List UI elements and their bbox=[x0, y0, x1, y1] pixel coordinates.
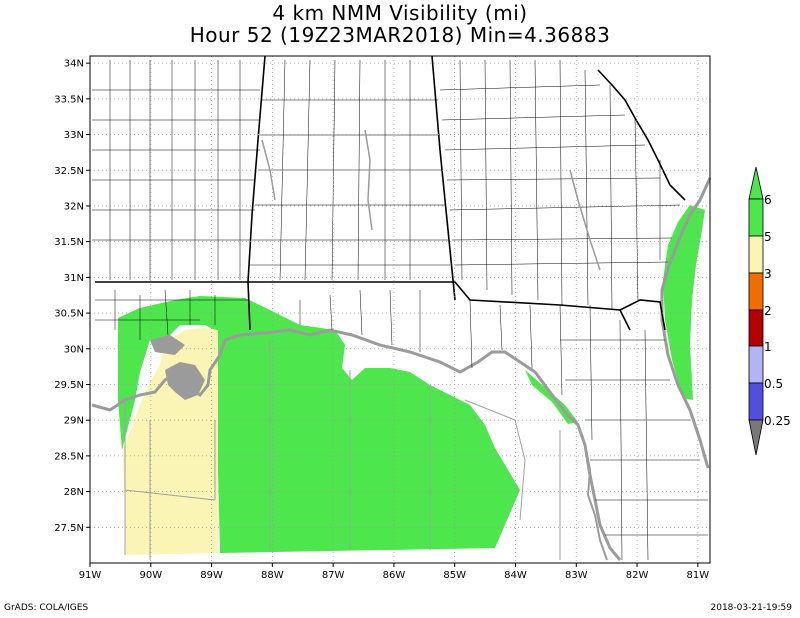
lon-tick-label: 91W bbox=[79, 570, 102, 581]
colorbar-cap-bottom bbox=[748, 419, 764, 456]
lat-tick-label: 33N bbox=[64, 130, 84, 141]
lat-tick-label: 32N bbox=[64, 201, 84, 212]
lon-tick-label: 86W bbox=[383, 570, 406, 581]
colorbar-label-3: 3 bbox=[764, 267, 772, 281]
lon-tick-label: 81W bbox=[687, 570, 710, 581]
lake-pontchartrain bbox=[150, 335, 185, 355]
colorbar-segment-025-05 bbox=[748, 382, 764, 421]
colorbar-segment-1-2 bbox=[748, 309, 764, 347]
florida-west-coast bbox=[584, 444, 608, 561]
atlantic-coastline bbox=[660, 177, 712, 469]
colorbar-label-6: 6 bbox=[764, 193, 772, 207]
lat-tick-label: 31.5N bbox=[54, 237, 84, 248]
county-lines bbox=[92, 59, 708, 561]
lon-tick-label: 83W bbox=[565, 570, 588, 581]
lon-tick-label: 82W bbox=[626, 570, 649, 581]
latitude-axis: 34N 33.5N 33N 32.5N 32N 31.5N 31N 30.5N 30N 29.5N… bbox=[54, 59, 90, 534]
footer-credit: GrADS: COLA/IGES bbox=[4, 603, 89, 613]
lat-tick-label: 34N bbox=[64, 59, 84, 70]
offshore-boundaries bbox=[124, 340, 561, 560]
map-frame bbox=[89, 55, 711, 564]
colorbar-segment-2-3 bbox=[748, 272, 764, 311]
mississippi-delta bbox=[165, 362, 205, 400]
visibility-region-5-6 bbox=[118, 296, 520, 553]
lat-tick-label: 29.5N bbox=[54, 380, 84, 391]
lat-tick-label: 31N bbox=[64, 273, 84, 284]
lon-tick-label: 89W bbox=[200, 570, 223, 581]
lat-tick-label: 27.5N bbox=[54, 523, 84, 534]
lon-tick-label: 88W bbox=[261, 570, 284, 581]
lon-tick-label: 85W bbox=[443, 570, 466, 581]
colorbar-cap-top bbox=[748, 166, 764, 200]
lon-tick-label: 90W bbox=[139, 570, 162, 581]
footer-timestamp: 2018-03-21-19:59 bbox=[710, 603, 793, 613]
colorbar-segment-05-1 bbox=[748, 345, 764, 384]
map-subtitle: Hour 52 (19Z23MAR2018) Min=4.36883 bbox=[189, 23, 611, 47]
lat-tick-label: 28.5N bbox=[54, 451, 84, 462]
lat-tick-label: 30.5N bbox=[54, 309, 84, 320]
lon-tick-label: 84W bbox=[504, 570, 527, 581]
lat-tick-label: 30N bbox=[64, 344, 84, 355]
longitude-axis: 91W 90W 89W 88W 87W 86W 85W 84W 83W 82W 81W bbox=[79, 563, 710, 581]
colorbar-label-0-25: 0.25 bbox=[764, 414, 791, 428]
lat-tick-label: 33.5N bbox=[54, 94, 84, 105]
colorbar-segment-3-5 bbox=[748, 235, 764, 274]
lat-tick-label: 29N bbox=[64, 416, 84, 427]
colorbar-label-2: 2 bbox=[764, 304, 772, 318]
lon-tick-label: 87W bbox=[322, 570, 345, 581]
colorbar bbox=[748, 166, 764, 456]
map-title: 4 km NMM Visibility (mi) bbox=[272, 1, 528, 25]
lat-tick-label: 28N bbox=[64, 487, 84, 498]
colorbar-segment-5-6 bbox=[748, 198, 764, 237]
colorbar-label-0-5: 0.5 bbox=[764, 377, 784, 391]
colorbar-label-5: 5 bbox=[764, 230, 772, 244]
lat-tick-label: 32.5N bbox=[54, 166, 84, 177]
map-plot-area bbox=[89, 55, 712, 563]
colorbar-label-1: 1 bbox=[764, 340, 772, 354]
state-borders bbox=[95, 55, 686, 331]
lat-lon-grid bbox=[89, 56, 710, 563]
